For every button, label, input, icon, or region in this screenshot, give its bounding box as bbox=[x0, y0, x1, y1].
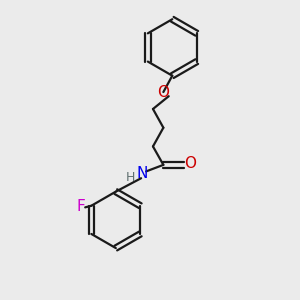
Text: F: F bbox=[77, 199, 85, 214]
Text: H: H bbox=[126, 171, 135, 184]
Text: N: N bbox=[137, 166, 148, 181]
Text: O: O bbox=[158, 85, 169, 100]
Text: O: O bbox=[184, 156, 196, 171]
